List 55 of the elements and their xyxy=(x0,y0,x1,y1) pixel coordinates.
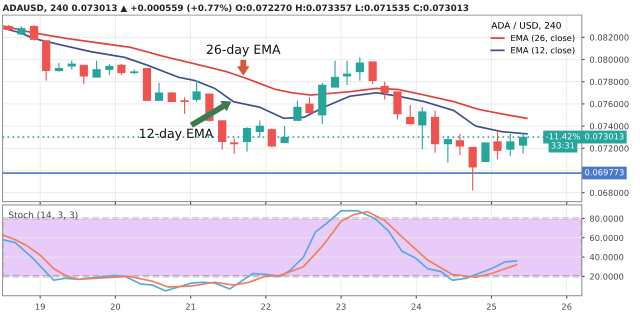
annotation: -11.42% xyxy=(546,133,580,140)
candlestick xyxy=(117,63,126,76)
candlestick xyxy=(330,60,340,88)
candlestick xyxy=(406,104,414,124)
legend-label: EMA (26, close) xyxy=(511,34,574,42)
candlestick xyxy=(380,81,389,100)
legend-title: ADA / USD, 240 xyxy=(491,22,561,30)
legend-label: EMA (12, close) xyxy=(511,46,574,54)
y-tick-label: 60.0000 xyxy=(590,234,624,242)
annotation: 26-day EMA xyxy=(206,44,280,56)
candlestick xyxy=(456,133,464,156)
x-tick-label: 26 xyxy=(562,303,572,310)
y-tick-label: 0.074000 xyxy=(590,123,629,130)
candlestick xyxy=(342,60,352,86)
candlestick xyxy=(305,96,314,114)
y-tick-label: 0.082000 xyxy=(590,34,629,41)
y-tick-label: 0.072000 xyxy=(590,145,629,152)
y-tick-label: 80.0000 xyxy=(590,215,624,222)
chart-title: ADAUSD, 240 0.073013 ▲ +0.000559 (+0.77%) O:0.072270 H:0.073357 L:0.071535 C:0.073013 xyxy=(2,4,468,12)
y-tick-label: 0.080000 xyxy=(590,56,629,63)
x-tick-label: 19 xyxy=(36,303,45,310)
candlestick xyxy=(80,64,88,84)
candlestick xyxy=(154,82,164,102)
candlestick xyxy=(493,130,502,160)
y-tick-label: 40.0000 xyxy=(590,254,624,260)
x-tick-label: 25 xyxy=(486,303,496,310)
y-tick-label: 0.076000 xyxy=(590,100,629,108)
annotation: 33:31 xyxy=(552,142,574,149)
candlestick xyxy=(356,56,364,82)
candlestick xyxy=(105,63,114,76)
candlestick xyxy=(92,60,101,78)
ref-line-label: 0.069773 xyxy=(585,169,624,176)
candlestick xyxy=(192,80,201,102)
candlestick xyxy=(168,91,176,102)
candlestick xyxy=(30,24,38,42)
ref-line-label: 0.073013 xyxy=(585,133,624,140)
candlestick xyxy=(68,60,76,70)
x-tick-label: 22 xyxy=(261,303,270,310)
candlestick xyxy=(368,61,377,84)
x-tick-label: 24 xyxy=(412,303,422,310)
x-tick-label: 21 xyxy=(186,303,196,310)
candlestick xyxy=(481,142,490,162)
y-tick-label: 0.068000 xyxy=(590,190,629,196)
x-tick-label: 20 xyxy=(110,303,120,310)
text: Stoch (14, 3, 3) xyxy=(8,211,78,220)
candlestick xyxy=(293,100,302,122)
y-tick-label: 0.078000 xyxy=(590,78,629,86)
candlestick xyxy=(268,128,276,148)
y-tick-label: 20.0000 xyxy=(590,273,624,280)
candlestick xyxy=(218,120,226,150)
x-tick-label: 23 xyxy=(336,303,346,310)
candlestick xyxy=(468,146,477,192)
annotation: 12-day EMA xyxy=(140,128,214,140)
candlestick xyxy=(393,91,402,120)
candlestick xyxy=(180,96,189,114)
